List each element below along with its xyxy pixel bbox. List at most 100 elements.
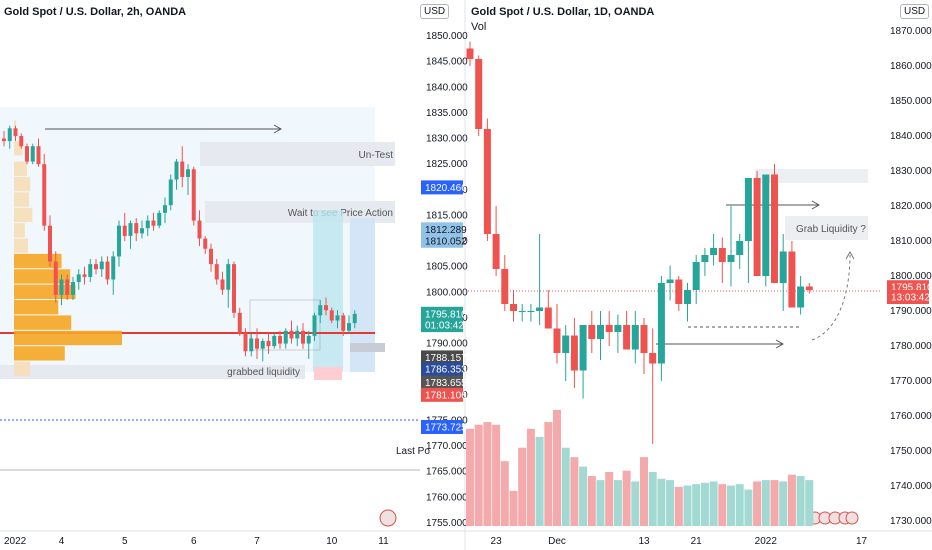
candle-body[interactable] [59, 279, 64, 295]
candle-body[interactable] [347, 323, 351, 331]
candle-body[interactable] [527, 311, 535, 312]
candle-body[interactable] [134, 223, 139, 234]
candle-body[interactable] [272, 335, 277, 347]
candle-body[interactable] [289, 330, 294, 339]
candle-body[interactable] [753, 178, 761, 276]
candle-body[interactable] [727, 255, 735, 262]
candle-body[interactable] [312, 315, 317, 336]
candle-body[interactable] [140, 228, 144, 234]
candle-body[interactable] [203, 238, 208, 249]
candle-body[interactable] [352, 313, 357, 324]
candle-body[interactable] [649, 353, 657, 364]
candle-body[interactable] [88, 264, 93, 277]
candle-body[interactable] [30, 146, 35, 162]
candle-body[interactable] [744, 178, 752, 241]
candle-body[interactable] [7, 128, 12, 142]
candle-body[interactable] [510, 304, 517, 311]
candle-body[interactable] [197, 220, 202, 239]
candle-body[interactable] [283, 330, 288, 344]
candle-body[interactable] [579, 325, 587, 371]
candle-body[interactable] [163, 205, 167, 213]
candle-body[interactable] [122, 225, 127, 236]
candle-body[interactable] [260, 341, 265, 349]
candle-body[interactable] [318, 305, 323, 316]
candle-body[interactable] [675, 279, 683, 305]
candle-body[interactable] [71, 282, 75, 295]
candle-body[interactable] [666, 279, 674, 284]
candle-body[interactable] [762, 174, 770, 277]
candle-body[interactable] [237, 312, 242, 334]
candle-body[interactable] [105, 261, 110, 280]
candle-body[interactable] [597, 325, 604, 339]
candle-body[interactable] [99, 261, 104, 270]
candle-body[interactable] [2, 138, 6, 142]
candle-body[interactable] [243, 333, 248, 352]
candle-body[interactable] [209, 248, 213, 265]
candle-body[interactable] [536, 307, 544, 312]
candle-body[interactable] [684, 290, 691, 304]
candle-body[interactable] [341, 315, 346, 331]
candle-body[interactable] [117, 225, 121, 257]
candle-body[interactable] [736, 241, 744, 255]
candle-body[interactable] [605, 325, 613, 332]
candle-body[interactable] [42, 164, 47, 226]
candle-body[interactable] [174, 161, 179, 180]
candle-body[interactable] [249, 338, 254, 352]
right-event-flags[interactable] [808, 511, 859, 525]
candle-body[interactable] [779, 251, 787, 284]
candle-body[interactable] [475, 59, 483, 129]
candle-body[interactable] [53, 261, 58, 295]
candle-body[interactable] [76, 274, 81, 283]
right-currency-badge[interactable]: USD [900, 4, 930, 19]
candle-body[interactable] [36, 146, 41, 165]
candle-body[interactable] [65, 279, 70, 295]
candle-body[interactable] [623, 325, 631, 350]
candle-body[interactable] [797, 286, 805, 308]
candle-body[interactable] [168, 179, 173, 206]
event-flag-icon[interactable] [845, 511, 859, 525]
candle-body[interactable] [220, 279, 225, 290]
candle-body[interactable] [226, 264, 231, 290]
candle-body[interactable] [492, 234, 500, 269]
candle-body[interactable] [640, 325, 648, 353]
candle-body[interactable] [157, 212, 162, 226]
candle-body[interactable] [692, 262, 700, 290]
candle-body[interactable] [295, 330, 300, 339]
candle-body[interactable] [466, 48, 474, 60]
left-currency-badge[interactable]: USD [420, 4, 450, 19]
candle-body[interactable] [553, 328, 561, 354]
candle-body[interactable] [255, 338, 259, 349]
candle-body[interactable] [771, 174, 778, 284]
candle-body[interactable] [483, 129, 491, 234]
candle-body[interactable] [701, 255, 709, 262]
candle-body[interactable] [631, 325, 639, 350]
candle-body[interactable] [180, 161, 185, 177]
candle-body[interactable] [82, 274, 87, 277]
candle-body[interactable] [788, 251, 796, 308]
candle-body[interactable] [544, 307, 552, 329]
candle-body[interactable] [301, 330, 305, 344]
candle-body[interactable] [614, 325, 622, 332]
candle-body[interactable] [335, 315, 340, 321]
candle-body[interactable] [266, 341, 271, 347]
candle-body[interactable] [214, 264, 219, 280]
candle-body[interactable] [145, 220, 150, 229]
candle-body[interactable] [13, 128, 18, 136]
candle-body[interactable] [324, 305, 328, 311]
candle-body[interactable] [805, 286, 813, 291]
candle-body[interactable] [128, 223, 133, 236]
candle-body[interactable] [518, 311, 526, 312]
candle-body[interactable] [111, 256, 116, 280]
candle-body[interactable] [562, 335, 570, 354]
candle-body[interactable] [718, 248, 726, 262]
candle-body[interactable] [48, 225, 52, 262]
candle-body[interactable] [232, 264, 236, 313]
candle-body[interactable] [710, 248, 718, 255]
candle-body[interactable] [278, 335, 282, 344]
left-event-flag-icon[interactable] [379, 509, 397, 527]
candle-body[interactable] [588, 325, 596, 339]
candle-body[interactable] [19, 135, 24, 147]
candle-body[interactable] [25, 146, 29, 162]
candle-body[interactable] [329, 310, 334, 321]
